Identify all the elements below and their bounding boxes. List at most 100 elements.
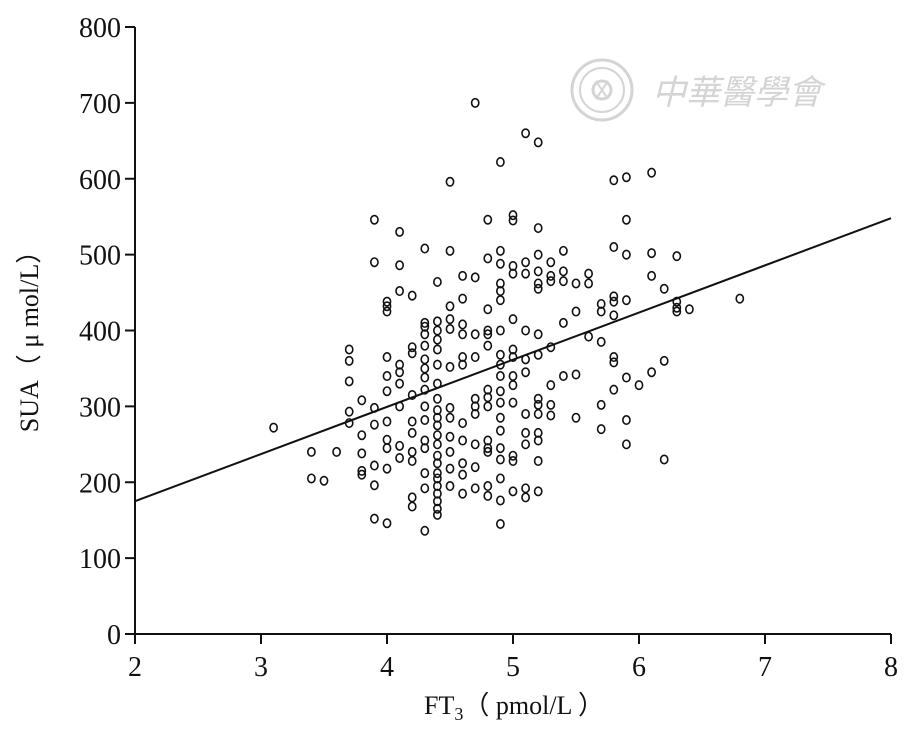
data-point — [420, 401, 430, 412]
data-point — [458, 418, 467, 429]
data-point — [596, 424, 606, 435]
data-point — [470, 393, 480, 404]
data-point — [533, 456, 543, 467]
data-point — [622, 415, 631, 426]
data-point — [445, 431, 455, 442]
data-point — [382, 434, 392, 445]
data-point — [521, 268, 530, 279]
data-point — [647, 367, 656, 378]
data-point — [559, 276, 568, 287]
data-point — [407, 492, 417, 503]
watermark: 中華醫學會 — [570, 58, 827, 122]
data-point — [470, 408, 480, 419]
data-point — [432, 468, 442, 479]
data-point — [508, 210, 518, 221]
data-point — [622, 295, 631, 306]
y-tick-label: 500 — [79, 241, 121, 272]
regression-line — [134, 217, 892, 503]
data-point — [445, 323, 455, 334]
data-point — [445, 245, 455, 256]
data-point — [432, 412, 442, 423]
data-point — [420, 372, 430, 383]
data-point — [533, 283, 543, 294]
data-point — [407, 348, 417, 359]
data-point — [420, 415, 430, 426]
data-point — [432, 420, 442, 431]
data-point — [420, 468, 430, 479]
y-tick-label: 300 — [79, 392, 121, 423]
data-point — [546, 342, 556, 353]
data-point — [483, 481, 493, 492]
x-tick-label: 7 — [758, 652, 772, 683]
data-point — [508, 380, 518, 391]
data-point — [533, 427, 543, 438]
data-point — [495, 473, 505, 484]
data-point — [559, 245, 568, 256]
data-point — [495, 258, 505, 269]
data-point — [495, 278, 505, 289]
data-point — [407, 290, 417, 301]
data-point — [584, 268, 593, 279]
data-point — [395, 226, 404, 237]
data-point — [546, 257, 556, 268]
y-tick-label: 400 — [79, 317, 121, 348]
y-tick-label: 100 — [79, 544, 121, 575]
data-point — [420, 243, 430, 254]
data-point — [622, 439, 631, 450]
data-point — [685, 304, 694, 315]
y-tick-label: 200 — [79, 468, 121, 499]
data-point — [521, 492, 530, 503]
data-point — [508, 215, 518, 226]
data-point — [407, 446, 417, 457]
data-point — [420, 363, 430, 374]
data-point — [533, 408, 543, 419]
data-point — [546, 380, 556, 391]
data-point — [521, 128, 530, 139]
data-point — [609, 384, 619, 395]
data-point — [609, 357, 619, 368]
data-point — [533, 393, 543, 404]
data-point — [533, 223, 543, 234]
data-point — [508, 314, 518, 325]
data-point — [445, 314, 455, 325]
data-point — [458, 458, 467, 469]
data-point — [521, 354, 530, 365]
data-point — [533, 266, 543, 277]
y-tick-label: 800 — [79, 13, 121, 44]
data-point — [609, 242, 619, 253]
data-point — [432, 334, 442, 345]
data-point — [622, 249, 631, 260]
data-point — [508, 261, 518, 272]
data-point — [495, 325, 505, 336]
data-point — [470, 483, 480, 494]
data-point — [495, 397, 505, 408]
data-point — [546, 399, 556, 410]
data-point — [521, 367, 530, 378]
data-point — [369, 419, 379, 430]
data-point — [432, 405, 442, 416]
data-point — [445, 463, 455, 474]
x-tick-label: 4 — [380, 652, 394, 683]
data-point — [445, 446, 455, 457]
data-point — [432, 509, 442, 520]
data-point — [546, 410, 556, 421]
data-point — [432, 473, 442, 484]
data-point — [445, 412, 455, 423]
data-point — [470, 439, 480, 450]
data-point — [445, 402, 455, 413]
data-point — [470, 401, 480, 412]
data-point — [432, 430, 442, 441]
data-point — [521, 257, 530, 268]
data-point — [596, 306, 606, 317]
data-point — [596, 336, 606, 347]
data-point — [508, 456, 518, 467]
data-point — [483, 490, 493, 501]
data-point — [495, 157, 505, 168]
data-point — [533, 329, 543, 340]
data-point — [609, 310, 619, 321]
data-point — [559, 266, 568, 277]
data-point — [458, 293, 467, 304]
x-tick-label: 8 — [884, 652, 898, 683]
data-point — [395, 378, 404, 389]
